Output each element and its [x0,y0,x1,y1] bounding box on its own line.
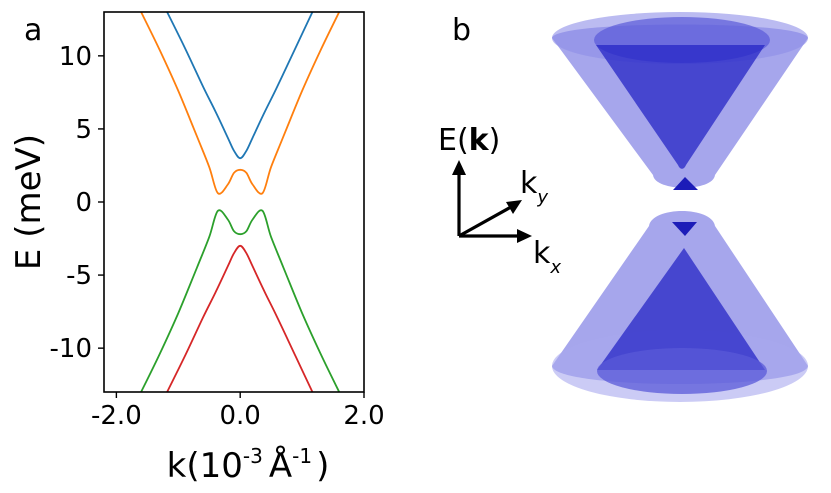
energy-axis-label: E(k) [438,123,500,158]
ky-axis-label: ky [520,166,548,208]
series-line-4 [166,244,314,392]
band-structure-chart: -2.0 0.0 2.0 10 5 0 -5 -10 E (meV) k(10-3 Å-1) [9,11,385,486]
y-tick-label: 0 [75,188,92,218]
x-axis-label-close: ) [316,446,329,486]
x-axis-label: k(10-3 Å-1) [167,444,330,486]
y-tick-label: -10 [50,334,92,364]
x-tick-label: -2.0 [91,401,142,431]
y-axis-label: E (meV) [9,134,49,270]
momentum-axes: E(k) ky kx [438,123,561,278]
ticks-layer: -2.0 0.0 2.0 10 5 0 -5 -10 [50,42,385,431]
x-axis-label-unit: Å [269,445,292,486]
series-layer [140,12,341,392]
kx-axis-label: kx [533,236,561,278]
upper-inner-cone [596,45,765,169]
x-tick-label: 0.0 [220,401,261,431]
series-line-3 [140,209,341,392]
x-tick-label: 2.0 [343,401,384,431]
ky-arrow-shaft [458,205,512,238]
ky-arrow-head [506,200,522,214]
lower-inner-cone [597,248,765,370]
y-tick-label: 10 [59,42,92,72]
x-axis-label-base: k(10 [167,446,243,486]
x-axis-label-exp: -3 [243,444,263,468]
x-axis-label-unit-exp: -1 [292,444,312,468]
plot-frame [103,11,365,393]
upper-inner-tip [673,177,698,190]
lower-inner-rim [597,348,767,394]
series-line-2 [140,12,341,195]
panel-a-label: a [24,13,42,48]
kx-arrow-head [517,229,532,243]
double-cone-illustration [552,12,808,402]
y-tick-label: -5 [66,261,92,291]
y-tick-label: 5 [75,115,92,145]
lower-inner-tip [672,222,697,236]
energy-arrow-head [452,160,466,175]
panel-b-label: b [452,13,471,48]
series-line-1 [166,12,314,160]
